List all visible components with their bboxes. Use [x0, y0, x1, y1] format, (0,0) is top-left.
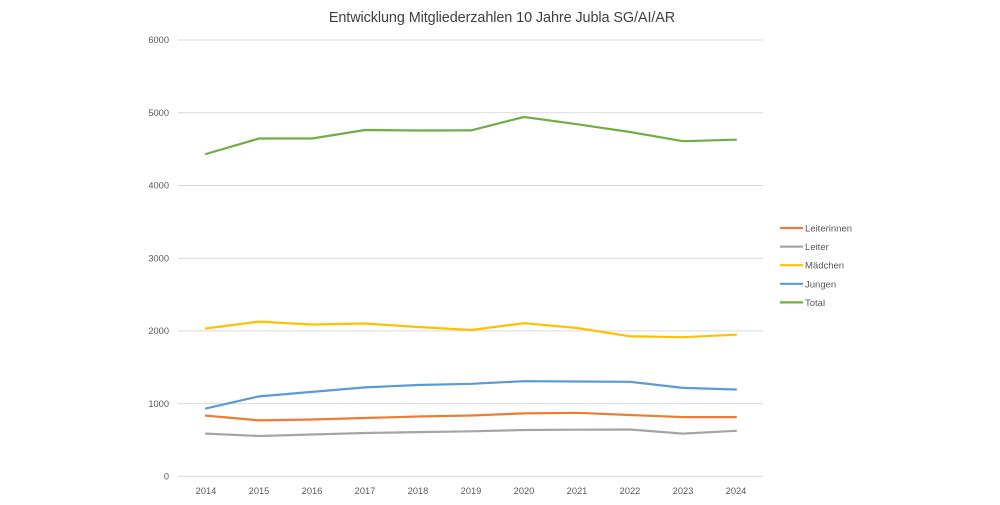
- svg-text:2016: 2016: [302, 486, 323, 496]
- svg-text:Jungen: Jungen: [805, 279, 836, 290]
- svg-text:6000: 6000: [148, 35, 169, 45]
- svg-text:2000: 2000: [148, 326, 169, 336]
- svg-text:2021: 2021: [567, 486, 588, 496]
- svg-text:3000: 3000: [148, 253, 169, 263]
- svg-text:Leiterinnen: Leiterinnen: [805, 223, 852, 234]
- svg-text:4000: 4000: [148, 181, 169, 191]
- svg-text:2014: 2014: [196, 486, 217, 496]
- svg-text:0: 0: [164, 472, 169, 482]
- svg-text:2023: 2023: [673, 486, 694, 496]
- svg-text:2017: 2017: [355, 486, 376, 496]
- svg-text:2018: 2018: [408, 486, 429, 496]
- svg-text:2022: 2022: [620, 486, 641, 496]
- svg-text:Leiter: Leiter: [805, 242, 829, 253]
- svg-text:1000: 1000: [148, 399, 169, 409]
- svg-text:5000: 5000: [148, 108, 169, 118]
- svg-text:2020: 2020: [514, 486, 535, 496]
- svg-text:Entwicklung Mitgliederzahlen 1: Entwicklung Mitgliederzahlen 10 Jahre Ju…: [329, 10, 675, 26]
- svg-text:Mädchen: Mädchen: [805, 261, 844, 272]
- svg-text:Total: Total: [805, 298, 825, 309]
- svg-text:2015: 2015: [249, 486, 270, 496]
- svg-text:2024: 2024: [726, 486, 747, 496]
- svg-text:2019: 2019: [461, 486, 482, 496]
